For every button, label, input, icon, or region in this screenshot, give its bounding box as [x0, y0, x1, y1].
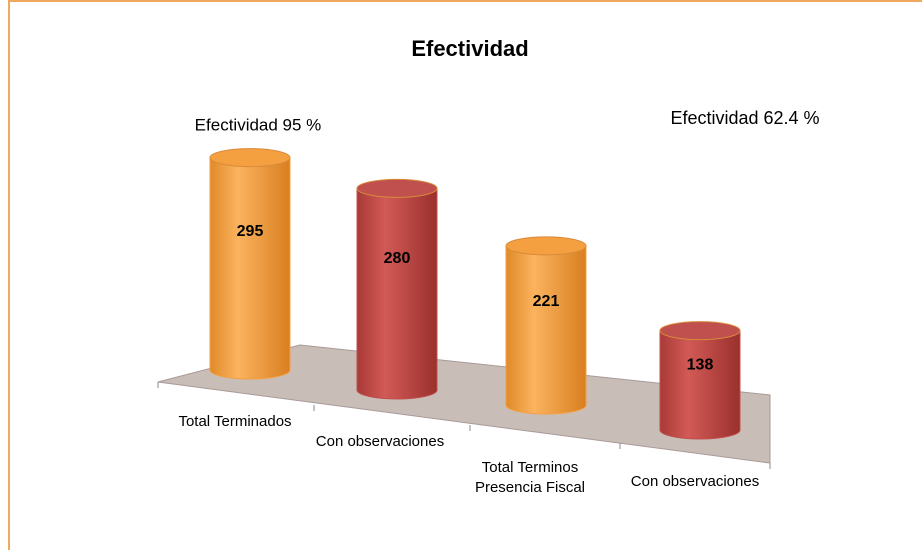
- x-tick-label: Total Terminados: [178, 413, 292, 430]
- bar-top: [209, 148, 291, 168]
- bar: [356, 187, 438, 400]
- x-tick-label: Con observaciones: [315, 433, 445, 450]
- x-tick-label: Con observaciones: [630, 473, 760, 490]
- bar-top: [659, 321, 741, 341]
- bar-top: [356, 178, 438, 198]
- annotation: Efectividad 95 %: [195, 115, 322, 134]
- data-label: 138: [687, 357, 714, 374]
- bar: [505, 245, 587, 415]
- data-label: 295: [237, 223, 264, 240]
- chart-title: Efectividad: [411, 36, 528, 61]
- bar: [209, 157, 291, 380]
- annotation: Efectividad 62.4 %: [670, 108, 819, 128]
- data-label: 221: [533, 293, 560, 310]
- bar-top: [505, 236, 587, 256]
- frame: [8, 0, 922, 550]
- x-tick-label: Total Terminos Presencia Fiscal: [474, 459, 586, 496]
- bar: [659, 330, 741, 440]
- data-label: 280: [384, 250, 411, 267]
